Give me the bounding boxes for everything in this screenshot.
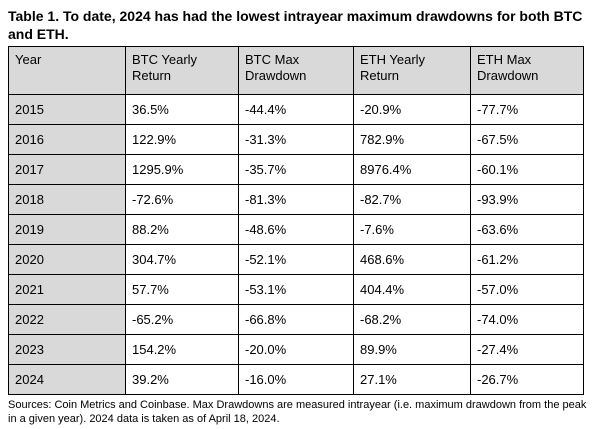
value-cell: 154.2%: [125, 334, 239, 365]
table-body: 2015 36.5% -44.4% -20.9% -77.7% 2016 122.9% -31…: [8, 94, 584, 395]
value-cell: -27.4%: [470, 334, 584, 365]
header-cell: ETH Yearly Return: [353, 46, 471, 95]
value-cell: 89.9%: [353, 334, 471, 365]
returns-drawdowns-table: Year BTC Yearly Return BTC Max Drawdown ETH…: [8, 46, 584, 395]
value-cell: -61.2%: [470, 244, 584, 275]
sources-footnote: Sources: Coin Metrics and Coinbase. Max …: [8, 399, 587, 425]
year-cell: 2024: [8, 364, 126, 395]
value-cell: -52.1%: [238, 244, 354, 275]
value-cell: 27.1%: [353, 364, 471, 395]
value-cell: -77.7%: [470, 94, 584, 125]
header-cell: ETH Max Drawdown: [470, 46, 584, 95]
value-cell: -44.4%: [238, 94, 354, 125]
value-cell: -60.1%: [470, 154, 584, 185]
value-cell: -20.0%: [238, 334, 354, 365]
header-cell: BTC Max Drawdown: [238, 46, 354, 95]
value-cell: -66.8%: [238, 304, 354, 335]
value-cell: 468.6%: [353, 244, 471, 275]
value-cell: -57.0%: [470, 274, 584, 305]
value-cell: -65.2%: [125, 304, 239, 335]
year-cell: 2023: [8, 334, 126, 365]
year-cell: 2016: [8, 124, 126, 155]
table-row: 2018 -72.6% -81.3% -82.7% -93.9%: [8, 184, 584, 215]
value-cell: -48.6%: [238, 214, 354, 245]
value-cell: -31.3%: [238, 124, 354, 155]
header-cell: BTC Yearly Return: [125, 46, 239, 95]
value-cell: 88.2%: [125, 214, 239, 245]
year-cell: 2015: [8, 94, 126, 125]
value-cell: 1295.9%: [125, 154, 239, 185]
table-title: Table 1. To date, 2024 has had the lowes…: [8, 8, 583, 42]
value-cell: -16.0%: [238, 364, 354, 395]
year-cell: 2020: [8, 244, 126, 275]
year-cell: 2021: [8, 274, 126, 305]
value-cell: 304.7%: [125, 244, 239, 275]
value-cell: 39.2%: [125, 364, 239, 395]
year-cell: 2018: [8, 184, 126, 215]
value-cell: 57.7%: [125, 274, 239, 305]
year-cell: 2019: [8, 214, 126, 245]
value-cell: -63.6%: [470, 214, 584, 245]
value-cell: 122.9%: [125, 124, 239, 155]
table-row: 2023 154.2% -20.0% 89.9% -27.4%: [8, 334, 584, 365]
header-row: Year BTC Yearly Return BTC Max Drawdown ETH…: [8, 46, 584, 95]
value-cell: -81.3%: [238, 184, 354, 215]
value-cell: -68.2%: [353, 304, 471, 335]
value-cell: 8976.4%: [353, 154, 471, 185]
year-cell: 2017: [8, 154, 126, 185]
table-row: 2024 39.2% -16.0% 27.1% -26.7%: [8, 364, 584, 395]
year-cell: 2022: [8, 304, 126, 335]
value-cell: -67.5%: [470, 124, 584, 155]
table-header: Year BTC Yearly Return BTC Max Drawdown ETH…: [8, 46, 584, 95]
value-cell: -93.9%: [470, 184, 584, 215]
value-cell: 404.4%: [353, 274, 471, 305]
value-cell: -35.7%: [238, 154, 354, 185]
value-cell: -26.7%: [470, 364, 584, 395]
header-cell: Year: [8, 46, 126, 95]
value-cell: -82.7%: [353, 184, 471, 215]
table-row: 2019 88.2% -48.6% -7.6% -63.6%: [8, 214, 584, 245]
value-cell: -74.0%: [470, 304, 584, 335]
value-cell: 782.9%: [353, 124, 471, 155]
value-cell: -7.6%: [353, 214, 471, 245]
table-row: 2017 1295.9% -35.7% 8976.4% -60.1%: [8, 154, 584, 185]
value-cell: 36.5%: [125, 94, 239, 125]
value-cell: -20.9%: [353, 94, 471, 125]
table-row: 2016 122.9% -31.3% 782.9% -67.5%: [8, 124, 584, 155]
table-row: 2020 304.7% -52.1% 468.6% -61.2%: [8, 244, 584, 275]
value-cell: -72.6%: [125, 184, 239, 215]
value-cell: -53.1%: [238, 274, 354, 305]
table-row: 2022 -65.2% -66.8% -68.2% -74.0%: [8, 304, 584, 335]
table-row: 2015 36.5% -44.4% -20.9% -77.7%: [8, 94, 584, 125]
table-row: 2021 57.7% -53.1% 404.4% -57.0%: [8, 274, 584, 305]
